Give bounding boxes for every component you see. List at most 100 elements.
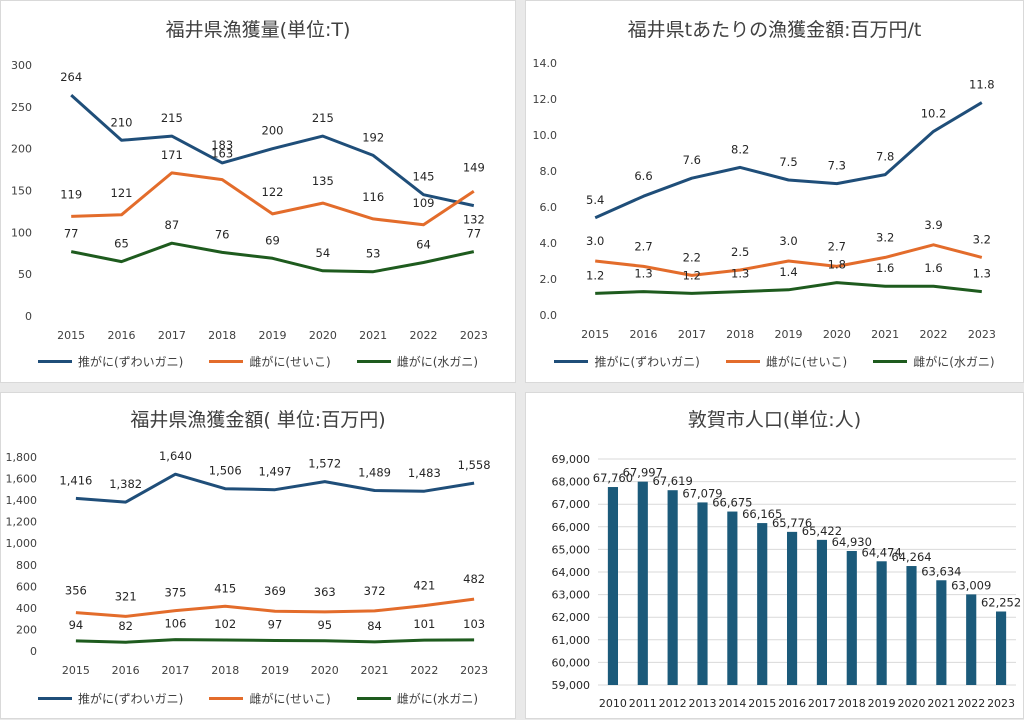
legend-item: 雌がに(水ガニ) <box>873 353 995 370</box>
data-label: 415 <box>214 581 236 595</box>
legend-label: 雌がに(せいこ) <box>765 355 848 369</box>
legend-swatch <box>554 360 589 363</box>
y-tick-label: 400 <box>16 602 37 615</box>
data-label: 106 <box>164 617 186 631</box>
x-tick-label: 2020 <box>898 697 926 710</box>
data-label: 95 <box>317 618 332 632</box>
legend-item: 推がに(ずわいガニ) <box>37 353 183 370</box>
data-label: 102 <box>214 617 236 631</box>
x-tick-label: 2012 <box>659 697 687 710</box>
x-tick-label: 2020 <box>311 664 339 677</box>
line-chart-catch-volume: 0 50 100 150 200 250 300 2015 2016 2017 2018 2019 20… <box>11 59 488 342</box>
data-label: 54 <box>316 246 331 260</box>
y-tick-label: 0 <box>25 310 32 323</box>
y-tick-label: 2.0 <box>540 273 558 286</box>
y-tick-label: 1,800 <box>6 451 38 464</box>
series-line <box>594 101 983 220</box>
y-tick-label: 14.0 <box>533 57 558 70</box>
data-label: 65 <box>114 237 129 251</box>
y-tick-label: 100 <box>11 226 32 239</box>
data-label: 101 <box>413 617 435 631</box>
x-tick-label: 2018 <box>208 329 236 342</box>
y-tick-label: 67,000 <box>552 498 591 511</box>
bar <box>995 611 1007 685</box>
data-label: 210 <box>111 115 133 129</box>
x-tick-label: 2010 <box>599 697 627 710</box>
data-label: 53 <box>366 247 381 261</box>
data-label: 116 <box>362 190 384 204</box>
data-label: 163 <box>211 147 233 161</box>
data-label: 82 <box>118 619 133 633</box>
x-tick-label: 2015 <box>62 664 90 677</box>
x-tick-label: 2013 <box>689 697 717 710</box>
y-tick-label: 300 <box>11 59 32 72</box>
y-tick-label: 1,200 <box>6 516 38 529</box>
legend-label: 雌がに(せいこ) <box>249 692 331 706</box>
x-tick-label: 2018 <box>726 328 754 341</box>
data-label: 1.3 <box>973 267 991 281</box>
bar <box>846 550 857 685</box>
x-tick-label: 2015 <box>748 697 776 710</box>
data-label: 1.3 <box>731 267 749 281</box>
x-tick-label: 2016 <box>630 328 658 341</box>
data-label: 1.3 <box>634 267 652 281</box>
y-tick-label: 64,000 <box>552 566 591 579</box>
data-label: 1.6 <box>876 261 894 275</box>
chart-panel-value-per-ton: 福井県tあたりの漁獲金額:百万円/t 0.0 2.0 4.0 6.0 8.0 10.0 12… <box>525 0 1024 383</box>
y-tick-label: 6.0 <box>540 201 558 214</box>
bar <box>667 490 678 685</box>
bar <box>906 566 917 685</box>
data-label: 84 <box>367 619 382 633</box>
y-tick-label: 65,000 <box>552 543 591 556</box>
y-tick-label: 0 <box>30 645 37 658</box>
x-tick-label: 2017 <box>678 328 706 341</box>
data-label: 356 <box>65 584 87 598</box>
y-tick-label: 800 <box>16 559 37 572</box>
data-label: 122 <box>262 185 284 199</box>
x-tick-label: 2023 <box>460 329 488 342</box>
x-tick-label: 2015 <box>57 329 85 342</box>
data-label: 62,252 <box>981 596 1021 610</box>
data-label: 64,264 <box>891 550 931 564</box>
legend-item: 雌がに(せいこ) <box>209 690 331 707</box>
x-tick-label: 2019 <box>259 329 287 342</box>
legend-label: 雌がに(水ガニ) <box>396 692 479 706</box>
data-label: 1,572 <box>308 457 341 471</box>
y-tick-label: 1,600 <box>6 473 38 486</box>
legend-item: 雌がに(水ガニ) <box>356 353 478 370</box>
x-tick-label: 2016 <box>112 664 140 677</box>
series-line <box>70 241 475 274</box>
x-tick-label: 2022 <box>920 328 948 341</box>
x-tick-label: 2022 <box>410 664 438 677</box>
data-label: 363 <box>314 585 336 599</box>
data-label: 7.8 <box>876 150 894 164</box>
legend-item: 推がに(ずわいガニ) <box>554 353 700 370</box>
data-label: 63,009 <box>951 578 991 592</box>
data-label: 2.7 <box>828 239 846 253</box>
data-label: 132 <box>463 213 485 227</box>
y-tick-label: 600 <box>16 580 37 593</box>
y-tick-label: 200 <box>16 623 37 636</box>
data-label: 119 <box>60 187 82 201</box>
data-label: 369 <box>264 584 286 598</box>
data-label: 1,382 <box>109 477 142 491</box>
chart-legend: 推がに(ずわいガニ) 雌がに(せいこ) 雌がに(水ガニ) <box>1 690 515 707</box>
data-label: 67,079 <box>682 486 722 500</box>
x-tick-label: 2018 <box>211 664 239 677</box>
legend-label: 雌がに(水ガニ) <box>913 355 995 369</box>
x-tick-label: 2020 <box>309 329 337 342</box>
y-tick-label: 200 <box>11 143 32 156</box>
data-label: 375 <box>164 586 186 600</box>
data-label: 94 <box>69 618 84 632</box>
x-tick-label: 2019 <box>261 664 289 677</box>
data-label: 135 <box>312 174 334 188</box>
line-chart-value-per-ton: 0.0 2.0 4.0 6.0 8.0 10.0 12.0 14.0 2015 2016 2017 2… <box>533 57 996 341</box>
data-label: 65,776 <box>772 516 812 530</box>
y-tick-label: 62,000 <box>552 611 591 624</box>
bar <box>876 561 887 685</box>
y-tick-label: 66,000 <box>552 521 591 534</box>
data-label: 171 <box>161 148 183 162</box>
x-tick-label: 2023 <box>460 664 488 677</box>
data-label: 5.4 <box>586 193 604 207</box>
bar <box>727 511 738 685</box>
